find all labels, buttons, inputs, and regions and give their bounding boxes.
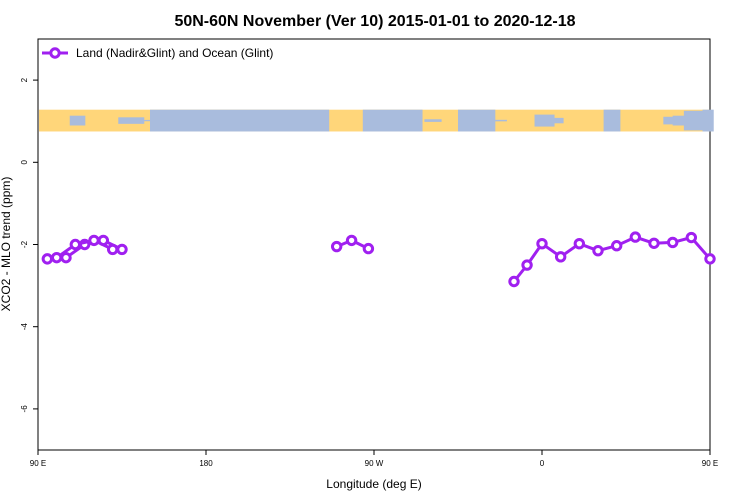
map-ocean-area bbox=[150, 109, 330, 132]
map-ocean-area bbox=[458, 109, 496, 132]
x-tick-label: 90 W bbox=[365, 459, 384, 468]
x-tick-label: 90 E bbox=[30, 459, 46, 468]
y-tick-label: -4 bbox=[20, 323, 29, 331]
data-point bbox=[69, 238, 82, 251]
map-ocean-area bbox=[362, 109, 423, 132]
data-point bbox=[648, 237, 660, 249]
y-tick-label: -6 bbox=[20, 405, 29, 413]
data-point bbox=[41, 253, 54, 265]
data-point bbox=[508, 275, 520, 288]
series-layer bbox=[41, 231, 716, 288]
data-point bbox=[116, 243, 128, 256]
map-ocean-area bbox=[702, 109, 714, 132]
data-point bbox=[50, 251, 63, 264]
x-tick-label: 180 bbox=[199, 459, 213, 468]
map-ocean-patch bbox=[672, 115, 689, 126]
data-point bbox=[573, 237, 586, 250]
data-point bbox=[521, 259, 533, 271]
map-ocean-patch bbox=[69, 115, 86, 126]
map-ocean-patch bbox=[542, 117, 564, 124]
x-axis-label: Longitude (deg E) bbox=[326, 477, 421, 491]
data-point bbox=[330, 240, 343, 253]
plot-frame bbox=[37, 38, 711, 451]
y-tick-label: 2 bbox=[20, 77, 29, 82]
map-ocean-area bbox=[603, 109, 621, 132]
x-axis: 90 E 180 90 W 0 90 E bbox=[30, 450, 718, 468]
world-map-strip bbox=[39, 109, 714, 132]
data-point bbox=[666, 236, 679, 249]
map-ocean-patch bbox=[118, 117, 145, 124]
data-point bbox=[362, 242, 375, 255]
y-axis: 2 0 -2 -4 -6 bbox=[20, 77, 38, 412]
data-point bbox=[345, 234, 358, 247]
y-tick-label: 0 bbox=[20, 160, 29, 165]
legend-point-marker bbox=[49, 47, 61, 59]
map-ocean-patch bbox=[663, 116, 681, 125]
chart-title: 50N-60N November (Ver 10) 2015-01-01 to … bbox=[174, 13, 575, 30]
map-ocean-patch bbox=[424, 119, 442, 122]
data-point bbox=[704, 253, 716, 265]
legend-entry-label: Land (Nadir&Glint) and Ocean (Glint) bbox=[76, 46, 273, 60]
data-point bbox=[536, 237, 548, 250]
data-point bbox=[592, 244, 604, 257]
data-point bbox=[88, 234, 100, 247]
data-point bbox=[554, 251, 567, 263]
map-ocean-patch bbox=[683, 110, 704, 131]
legend: Land (Nadir&Glint) and Ocean (Glint) bbox=[42, 46, 273, 60]
x-tick-label: 0 bbox=[540, 459, 545, 468]
series-line bbox=[55, 238, 114, 259]
data-point bbox=[106, 243, 119, 256]
data-point bbox=[629, 231, 642, 243]
data-point bbox=[610, 240, 623, 252]
x-tick-label: 90 E bbox=[702, 459, 718, 468]
y-axis-label: XCO2 - MLO trend (ppm) bbox=[0, 177, 13, 312]
y-tick-label: -2 bbox=[20, 240, 29, 248]
data-point bbox=[685, 231, 698, 244]
